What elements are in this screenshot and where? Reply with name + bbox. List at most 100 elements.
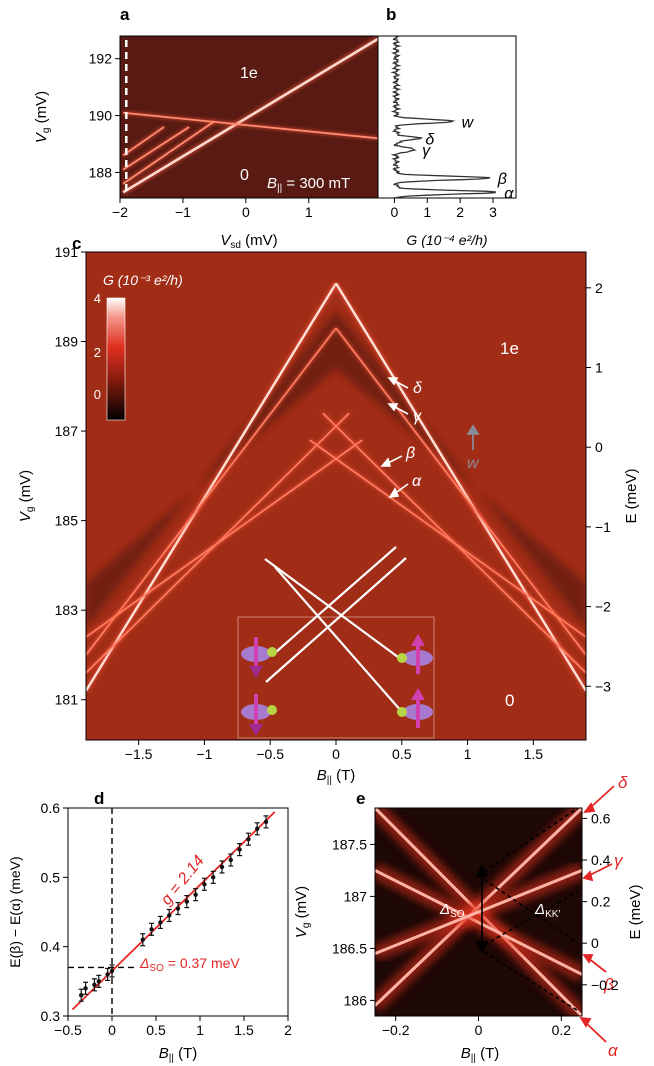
panel-c-transition-line	[86, 439, 363, 638]
panel-d-data-point	[246, 837, 251, 842]
panel-e-ytick-label: 187	[344, 888, 368, 904]
panel-d-data-point	[149, 927, 154, 932]
panel-d-data-point	[175, 906, 181, 911]
panel-a-ytick-label: 192	[89, 51, 113, 67]
panel-d-data-point	[140, 937, 145, 942]
panel-b-xlabel: G (10⁻⁴ e²/h)	[406, 232, 487, 248]
spin-icon-down-1	[241, 637, 277, 678]
panel-c-transition-line	[309, 439, 586, 638]
panel-e-e-ytick-label: 0.2	[591, 894, 611, 910]
e-arrow-alpha-head	[579, 1016, 592, 1028]
panel-a-transition-line	[122, 120, 215, 185]
panel-d-xtick-label: 0.5	[146, 1022, 166, 1038]
panel-a-xlabel: Vsd (mV)	[220, 232, 277, 251]
panel-c-transition-line	[86, 282, 338, 692]
panel-a-xtick-label: 1	[305, 204, 313, 220]
panel-d-data-point	[79, 993, 84, 998]
panel-c-y2label: E (meV)	[623, 468, 640, 523]
panel-b-peak-label: α	[504, 185, 514, 202]
panel-label-d: d	[94, 789, 104, 808]
panel-d-xtick-label: −0.5	[54, 1022, 82, 1038]
e-arrow-beta-head	[582, 954, 594, 964]
panel-label-a: a	[120, 5, 130, 24]
panel-d-data-point	[237, 847, 242, 852]
panel-d-data-point	[263, 819, 269, 825]
panel-d-xtick-label: 1	[196, 1022, 204, 1038]
panel-b-conductance-trace	[390, 35, 496, 199]
panel-d-fit-line	[71, 811, 276, 1011]
panel-e-dashed-fit	[478, 947, 579, 1012]
panel-e-e-ytick-label: 0.6	[591, 810, 611, 826]
panel-d-data-point	[109, 968, 115, 974]
panel-a-xtick-label: −2	[112, 204, 128, 220]
panel-d-data-point	[167, 913, 172, 918]
e-arrow-alpha	[584, 1021, 607, 1043]
panel-c-e-ytick-label: 2	[595, 280, 603, 296]
arrow-beta-head	[380, 457, 392, 467]
panel-a-ytick-label: 190	[89, 108, 113, 124]
panel-d-data-point	[202, 882, 207, 887]
panel-c-xlabel: B|| (T)	[317, 767, 356, 786]
panel-c-region-1e: 1e	[500, 339, 519, 358]
label-alpha: α	[412, 473, 422, 490]
panel-b-peak-label: δ	[425, 131, 435, 148]
panel-e-ytick-label: 186	[344, 992, 368, 1008]
panel-d-data-point	[83, 986, 88, 991]
panel-b-xtick-label: 1	[423, 204, 431, 220]
schematic-line-4	[274, 566, 403, 713]
panel-e-band	[375, 869, 582, 976]
spin-icon-up-1	[397, 634, 433, 674]
panel-e-ytick-label: 186.5	[332, 940, 367, 956]
arrow-alpha-head	[388, 487, 400, 499]
panel-e-dso-label: ΔSO	[439, 901, 465, 920]
e-label-gamma: γ	[614, 851, 624, 870]
panel-b-xtick-label: 0	[391, 204, 399, 220]
panel-label-e: e	[356, 789, 365, 808]
label-delta: δ	[413, 380, 423, 397]
panel-e-ylabel: Vg (mV)	[293, 886, 312, 938]
panel-c-ytick-label: 189	[55, 334, 79, 350]
arrow-w-head	[466, 424, 480, 435]
panel-d-ytick-label: 0.6	[41, 800, 61, 816]
label-gamma: γ	[413, 408, 422, 425]
panel-a-transition-line	[122, 126, 165, 157]
panel-c-e-ytick-label: 1	[595, 360, 603, 376]
e-arrow-delta-head	[583, 802, 596, 814]
panel-e-y2label: E (meV)	[627, 884, 644, 939]
panel-a-ytick-label: 188	[89, 164, 113, 180]
panel-c-xtick-label: −1	[196, 746, 212, 762]
panel-e-xlabel: B|| (T)	[461, 1045, 500, 1064]
panel-d-ytick-label: 0.5	[41, 869, 61, 885]
panel-e-dashed-fit	[478, 808, 579, 877]
dso-arrow-bottom	[475, 941, 489, 954]
schematic-line-1	[275, 546, 397, 653]
panel-c-colorbar	[106, 297, 126, 421]
panel-c-xtick-label: 1.5	[524, 746, 544, 762]
panel-c: c G (10⁻³ e²/h) 4 2 0 1e 0 δ	[17, 234, 640, 786]
e-label-alpha: α	[608, 1041, 619, 1060]
schematic-inset	[237, 546, 435, 739]
panel-a-transition-line	[122, 37, 378, 194]
panel-a-xtick-label: −1	[175, 204, 191, 220]
panel-b: b 0 1 2 3 w δγ βα G (10⁻⁴ e²/h)	[377, 5, 517, 248]
panel-a-ylabel: Vg (mV)	[33, 91, 52, 143]
panel-c-ytick-label: 191	[55, 244, 79, 260]
e-label-delta: δ	[618, 773, 628, 792]
panel-a-region-0: 0	[240, 167, 249, 184]
panel-e: e ΔSO ΔKK′ δ γ β α −0.2 0 0.2	[293, 773, 644, 1064]
panel-d-data-point	[193, 892, 198, 897]
panel-c-e-ytick-label: −2	[595, 599, 611, 615]
panel-c-transition-line	[334, 282, 586, 692]
panel-d-xtick-label: 2	[284, 1022, 292, 1038]
schematic-line-2	[265, 557, 407, 683]
panel-d-xtick-label: 0	[108, 1022, 116, 1038]
dso-arrow-top	[475, 864, 489, 877]
panel-d-data-point	[228, 857, 233, 863]
panel-c-region-0: 0	[505, 691, 514, 710]
panel-d-xtick-label: 1.5	[234, 1022, 254, 1038]
panel-d-data-point	[92, 982, 97, 987]
panel-c-e-ytick-label: 0	[595, 439, 603, 455]
panel-e-e-ytick-label: −0.2	[591, 977, 619, 993]
panel-d-data-point	[211, 875, 216, 880]
